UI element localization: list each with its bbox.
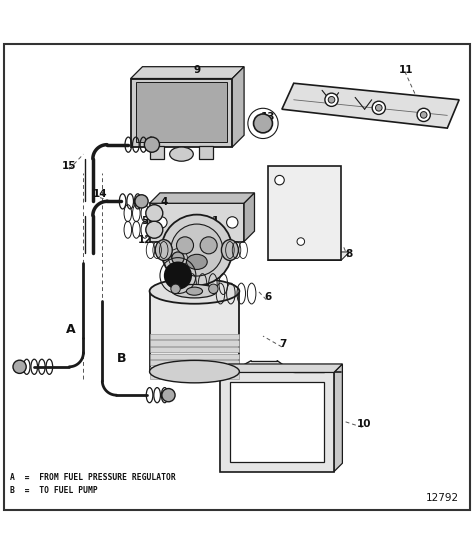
Text: 11: 11 xyxy=(399,65,413,75)
Bar xyxy=(150,146,164,159)
Text: 12792: 12792 xyxy=(426,493,459,503)
Ellipse shape xyxy=(275,176,284,185)
Bar xyxy=(150,291,239,372)
Ellipse shape xyxy=(209,284,218,294)
Ellipse shape xyxy=(171,284,180,294)
Polygon shape xyxy=(268,252,349,260)
Bar xyxy=(150,347,239,352)
Polygon shape xyxy=(220,364,342,372)
Ellipse shape xyxy=(172,284,217,298)
Bar xyxy=(150,203,244,242)
Text: B  =  TO FUEL PUMP: B = TO FUEL PUMP xyxy=(10,486,98,495)
Text: 9: 9 xyxy=(193,65,201,75)
Ellipse shape xyxy=(325,93,338,106)
Ellipse shape xyxy=(170,147,193,161)
Bar xyxy=(268,166,341,260)
Ellipse shape xyxy=(156,217,167,228)
Text: 12: 12 xyxy=(137,235,152,245)
Ellipse shape xyxy=(161,214,232,285)
Ellipse shape xyxy=(186,254,207,269)
Text: 15: 15 xyxy=(62,161,76,171)
Text: 4: 4 xyxy=(160,197,167,207)
Polygon shape xyxy=(282,83,459,128)
Text: 3: 3 xyxy=(203,283,210,293)
Ellipse shape xyxy=(417,108,430,121)
Bar xyxy=(150,367,239,372)
Ellipse shape xyxy=(135,195,148,208)
Ellipse shape xyxy=(297,238,305,245)
Ellipse shape xyxy=(155,240,172,260)
Bar xyxy=(131,79,232,147)
Polygon shape xyxy=(131,66,244,79)
Text: 5: 5 xyxy=(141,216,148,226)
Ellipse shape xyxy=(248,108,278,138)
Bar xyxy=(199,146,213,159)
Bar xyxy=(230,382,324,462)
Ellipse shape xyxy=(162,388,175,402)
Text: A  =  FROM FUEL PRESSURE REGULATOR: A = FROM FUEL PRESSURE REGULATOR xyxy=(10,473,176,483)
Polygon shape xyxy=(220,364,229,471)
Ellipse shape xyxy=(227,217,238,228)
Bar xyxy=(150,334,239,339)
Bar xyxy=(137,83,227,142)
Ellipse shape xyxy=(221,240,238,260)
Ellipse shape xyxy=(164,263,191,289)
Text: 10: 10 xyxy=(356,419,371,429)
Text: 13: 13 xyxy=(261,112,275,122)
Ellipse shape xyxy=(420,111,427,118)
Ellipse shape xyxy=(375,105,382,111)
Ellipse shape xyxy=(254,114,273,133)
Ellipse shape xyxy=(150,279,239,304)
Text: 1: 1 xyxy=(212,216,219,226)
Bar xyxy=(150,360,239,366)
Ellipse shape xyxy=(145,137,159,152)
Text: 7: 7 xyxy=(280,339,287,349)
Text: 14: 14 xyxy=(92,189,107,199)
Ellipse shape xyxy=(13,360,26,373)
Polygon shape xyxy=(244,193,255,242)
Text: 2: 2 xyxy=(177,268,184,278)
Text: 6: 6 xyxy=(264,292,271,302)
Bar xyxy=(150,373,239,378)
Text: B: B xyxy=(117,352,126,365)
Ellipse shape xyxy=(186,287,202,295)
Text: A: A xyxy=(66,324,75,336)
Ellipse shape xyxy=(176,237,193,254)
Ellipse shape xyxy=(146,204,163,222)
Bar xyxy=(220,372,334,471)
Ellipse shape xyxy=(171,224,223,276)
Polygon shape xyxy=(232,66,244,147)
Ellipse shape xyxy=(200,237,217,254)
Ellipse shape xyxy=(372,101,385,115)
Ellipse shape xyxy=(146,221,163,238)
Polygon shape xyxy=(334,364,342,471)
Text: 8: 8 xyxy=(346,249,353,259)
Polygon shape xyxy=(150,193,255,203)
Ellipse shape xyxy=(150,361,239,383)
Bar xyxy=(150,353,239,359)
Ellipse shape xyxy=(172,252,184,264)
Ellipse shape xyxy=(328,96,335,103)
Bar xyxy=(150,340,239,346)
